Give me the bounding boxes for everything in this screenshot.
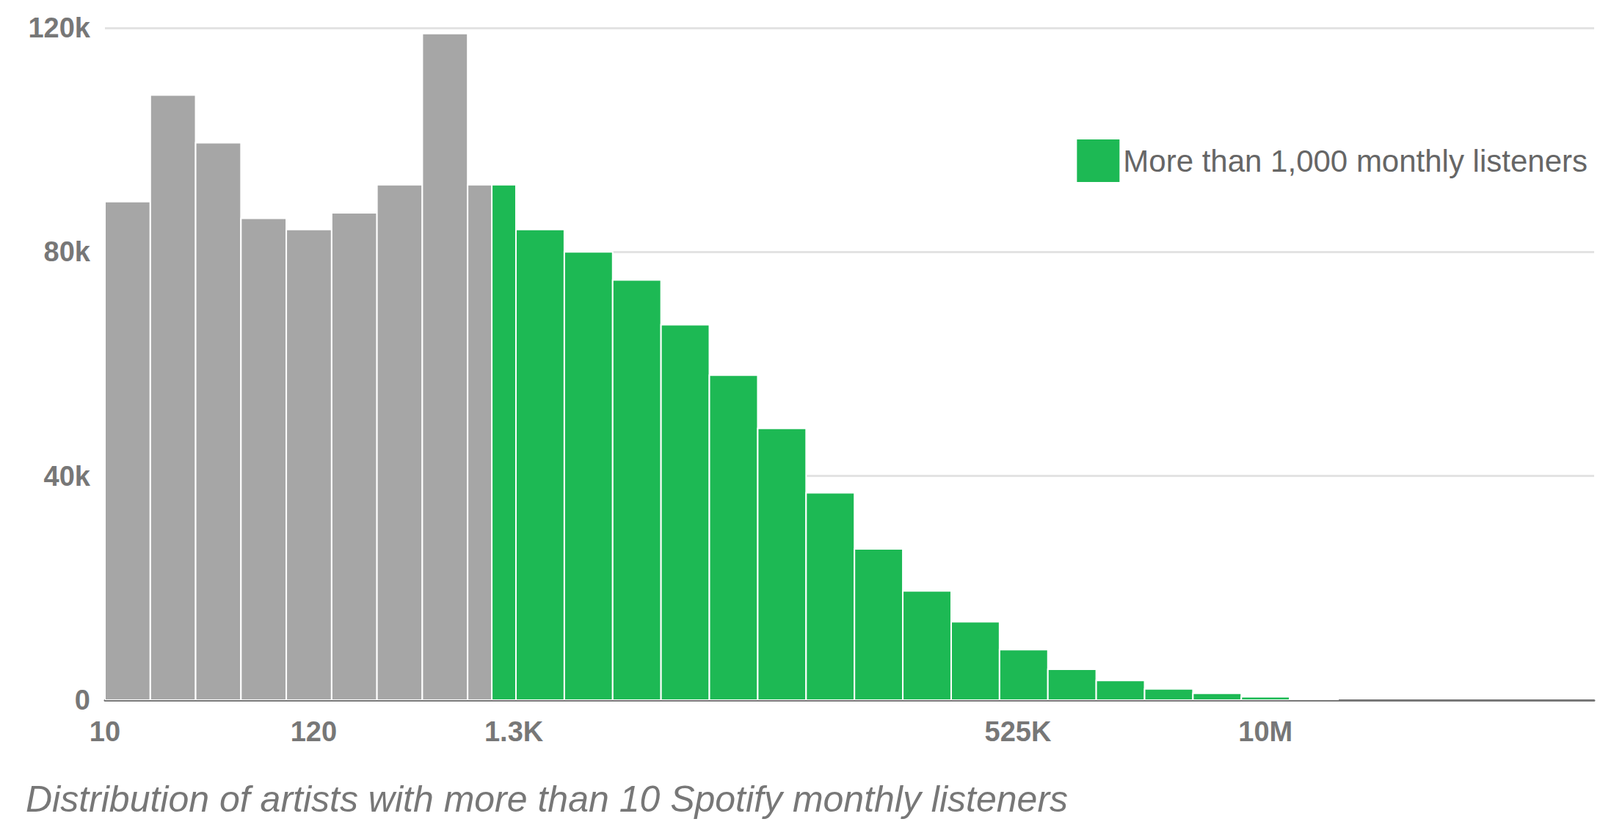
svg-text:10: 10 — [89, 716, 121, 748]
svg-text:1.3K: 1.3K — [484, 716, 544, 748]
svg-text:80k: 80k — [44, 236, 92, 268]
svg-text:120k: 120k — [27, 12, 91, 44]
svg-text:0: 0 — [74, 684, 91, 716]
svg-text:Distribution of artists with m: Distribution of artists with more than 1… — [25, 778, 1068, 820]
svg-text:120: 120 — [290, 716, 337, 748]
svg-text:40k: 40k — [44, 460, 92, 492]
svg-text:10M: 10M — [1238, 716, 1293, 748]
svg-text:525K: 525K — [984, 716, 1052, 748]
svg-text:More than 1,000 monthly listen: More than 1,000 monthly listeners — [1122, 143, 1588, 179]
